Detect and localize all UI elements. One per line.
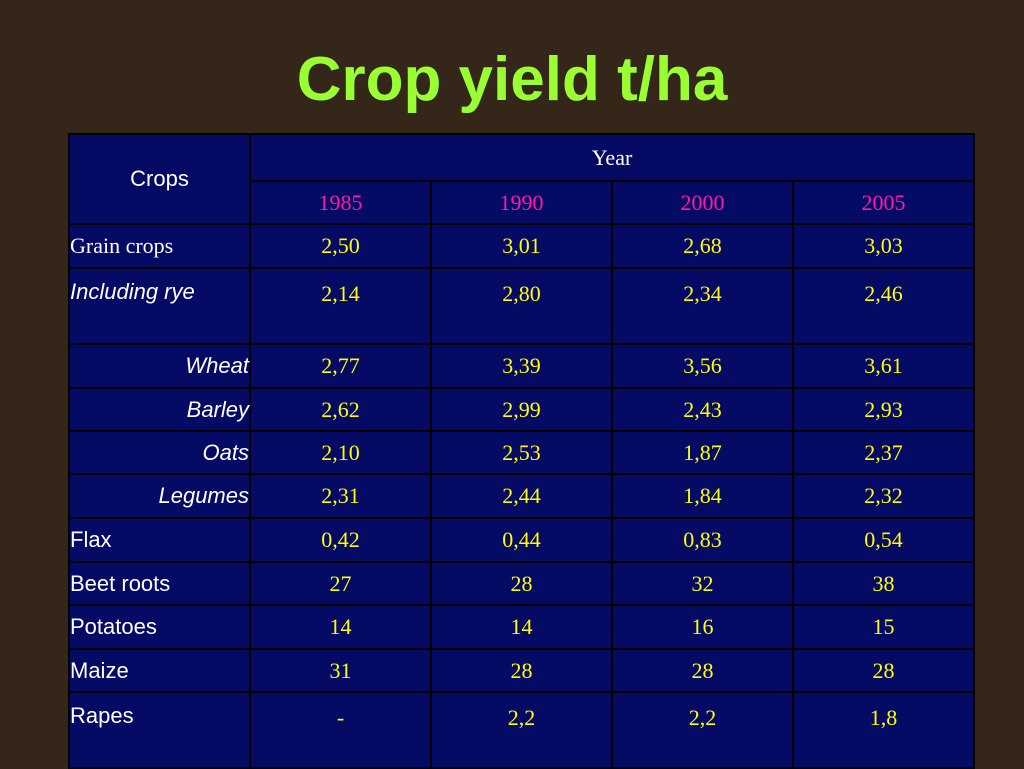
yield-value: - xyxy=(249,691,432,769)
yield-value: 2,2 xyxy=(611,691,794,769)
yield-value: 3,61 xyxy=(791,343,976,389)
yield-value: 2,46 xyxy=(791,267,976,345)
year-header: Year xyxy=(248,133,976,182)
year-1990-header: 1990 xyxy=(430,180,613,225)
yield-value: 3,03 xyxy=(791,223,976,269)
yield-value: 0,83 xyxy=(611,517,794,563)
table-row: Maize 31 28 28 28 xyxy=(68,648,976,693)
year-2005-header: 2005 xyxy=(791,180,976,225)
table-row: Rapes - 2,2 2,2 1,8 xyxy=(68,691,976,769)
table-row: Including rye 2,14 2,80 2,34 2,46 xyxy=(68,267,976,345)
year-2000-header: 2000 xyxy=(611,180,794,225)
yield-value: 2,77 xyxy=(249,343,432,389)
yield-value: 3,01 xyxy=(430,223,613,269)
yield-value: 28 xyxy=(430,648,613,693)
yield-value: 2,93 xyxy=(791,387,976,432)
yield-value: 2,50 xyxy=(249,223,432,269)
yield-value: 2,14 xyxy=(249,267,432,345)
yield-value: 0,42 xyxy=(249,517,432,563)
crop-name: Oats xyxy=(68,430,251,475)
table-row: Grain crops 2,50 3,01 2,68 3,03 xyxy=(68,223,976,269)
crop-name: Rapes xyxy=(68,691,251,769)
crop-name: Potatoes xyxy=(68,604,251,650)
yield-value: 2,34 xyxy=(611,267,794,345)
yield-value: 1,8 xyxy=(791,691,976,769)
yield-value: 3,39 xyxy=(430,343,613,389)
header-row-year: Crops Year xyxy=(68,133,976,225)
yield-value: 1,84 xyxy=(611,473,794,519)
yield-value: 16 xyxy=(611,604,794,650)
table-row: Beet roots 27 28 32 38 xyxy=(68,561,976,606)
yield-value: 14 xyxy=(430,604,613,650)
table-row: Wheat 2,77 3,39 3,56 3,61 xyxy=(68,343,976,389)
yield-value: 31 xyxy=(249,648,432,693)
yield-value: 2,43 xyxy=(611,387,794,432)
year-1985-header: 1985 xyxy=(249,180,432,225)
yield-value: 2,68 xyxy=(611,223,794,269)
crop-name: Beet roots xyxy=(68,561,251,606)
crop-name: Legumes xyxy=(68,473,251,519)
yield-value: 32 xyxy=(611,561,794,606)
yield-value: 2,31 xyxy=(249,473,432,519)
yield-value: 1,87 xyxy=(611,430,794,475)
slide-title: Crop yield t/ha xyxy=(296,45,728,114)
yield-value: 2,62 xyxy=(249,387,432,432)
yield-value: 28 xyxy=(430,561,613,606)
yield-value: 2,53 xyxy=(430,430,613,475)
yield-value: 2,2 xyxy=(430,691,613,769)
yield-value: 2,99 xyxy=(430,387,613,432)
table-row: Potatoes 14 14 16 15 xyxy=(68,604,976,650)
yield-value: 2,80 xyxy=(430,267,613,345)
yield-value: 3,56 xyxy=(611,343,794,389)
yield-value: 2,32 xyxy=(791,473,976,519)
yield-value: 0,54 xyxy=(791,517,976,563)
yield-value: 2,44 xyxy=(430,473,613,519)
crop-name: Grain crops xyxy=(68,223,251,269)
crops-header: Crops xyxy=(68,133,251,225)
yield-value: 2,10 xyxy=(249,430,432,475)
crop-name: Wheat xyxy=(68,343,251,389)
yield-value: 27 xyxy=(249,561,432,606)
crop-name: Flax xyxy=(68,517,251,563)
yield-value: 2,37 xyxy=(791,430,976,475)
crop-yield-table: Crops Year 1985 1990 2000 2005 Grain cro… xyxy=(68,133,976,769)
yield-value: 28 xyxy=(791,648,976,693)
crop-name: Maize xyxy=(68,648,251,693)
crop-name: Barley xyxy=(68,387,251,432)
table-row: Oats 2,10 2,53 1,87 2,37 xyxy=(68,430,976,475)
crop-name: Including rye xyxy=(68,267,251,345)
table-row: Legumes 2,31 2,44 1,84 2,32 xyxy=(68,473,976,519)
table-row: Barley 2,62 2,99 2,43 2,93 xyxy=(68,387,976,432)
yield-value: 28 xyxy=(611,648,794,693)
table-row: Flax 0,42 0,44 0,83 0,54 xyxy=(68,517,976,563)
yield-value: 0,44 xyxy=(430,517,613,563)
yield-value: 14 xyxy=(249,604,432,650)
yield-value: 38 xyxy=(791,561,976,606)
yield-value: 15 xyxy=(791,604,976,650)
header-row-years: 1985 1990 2000 2005 xyxy=(69,180,976,225)
